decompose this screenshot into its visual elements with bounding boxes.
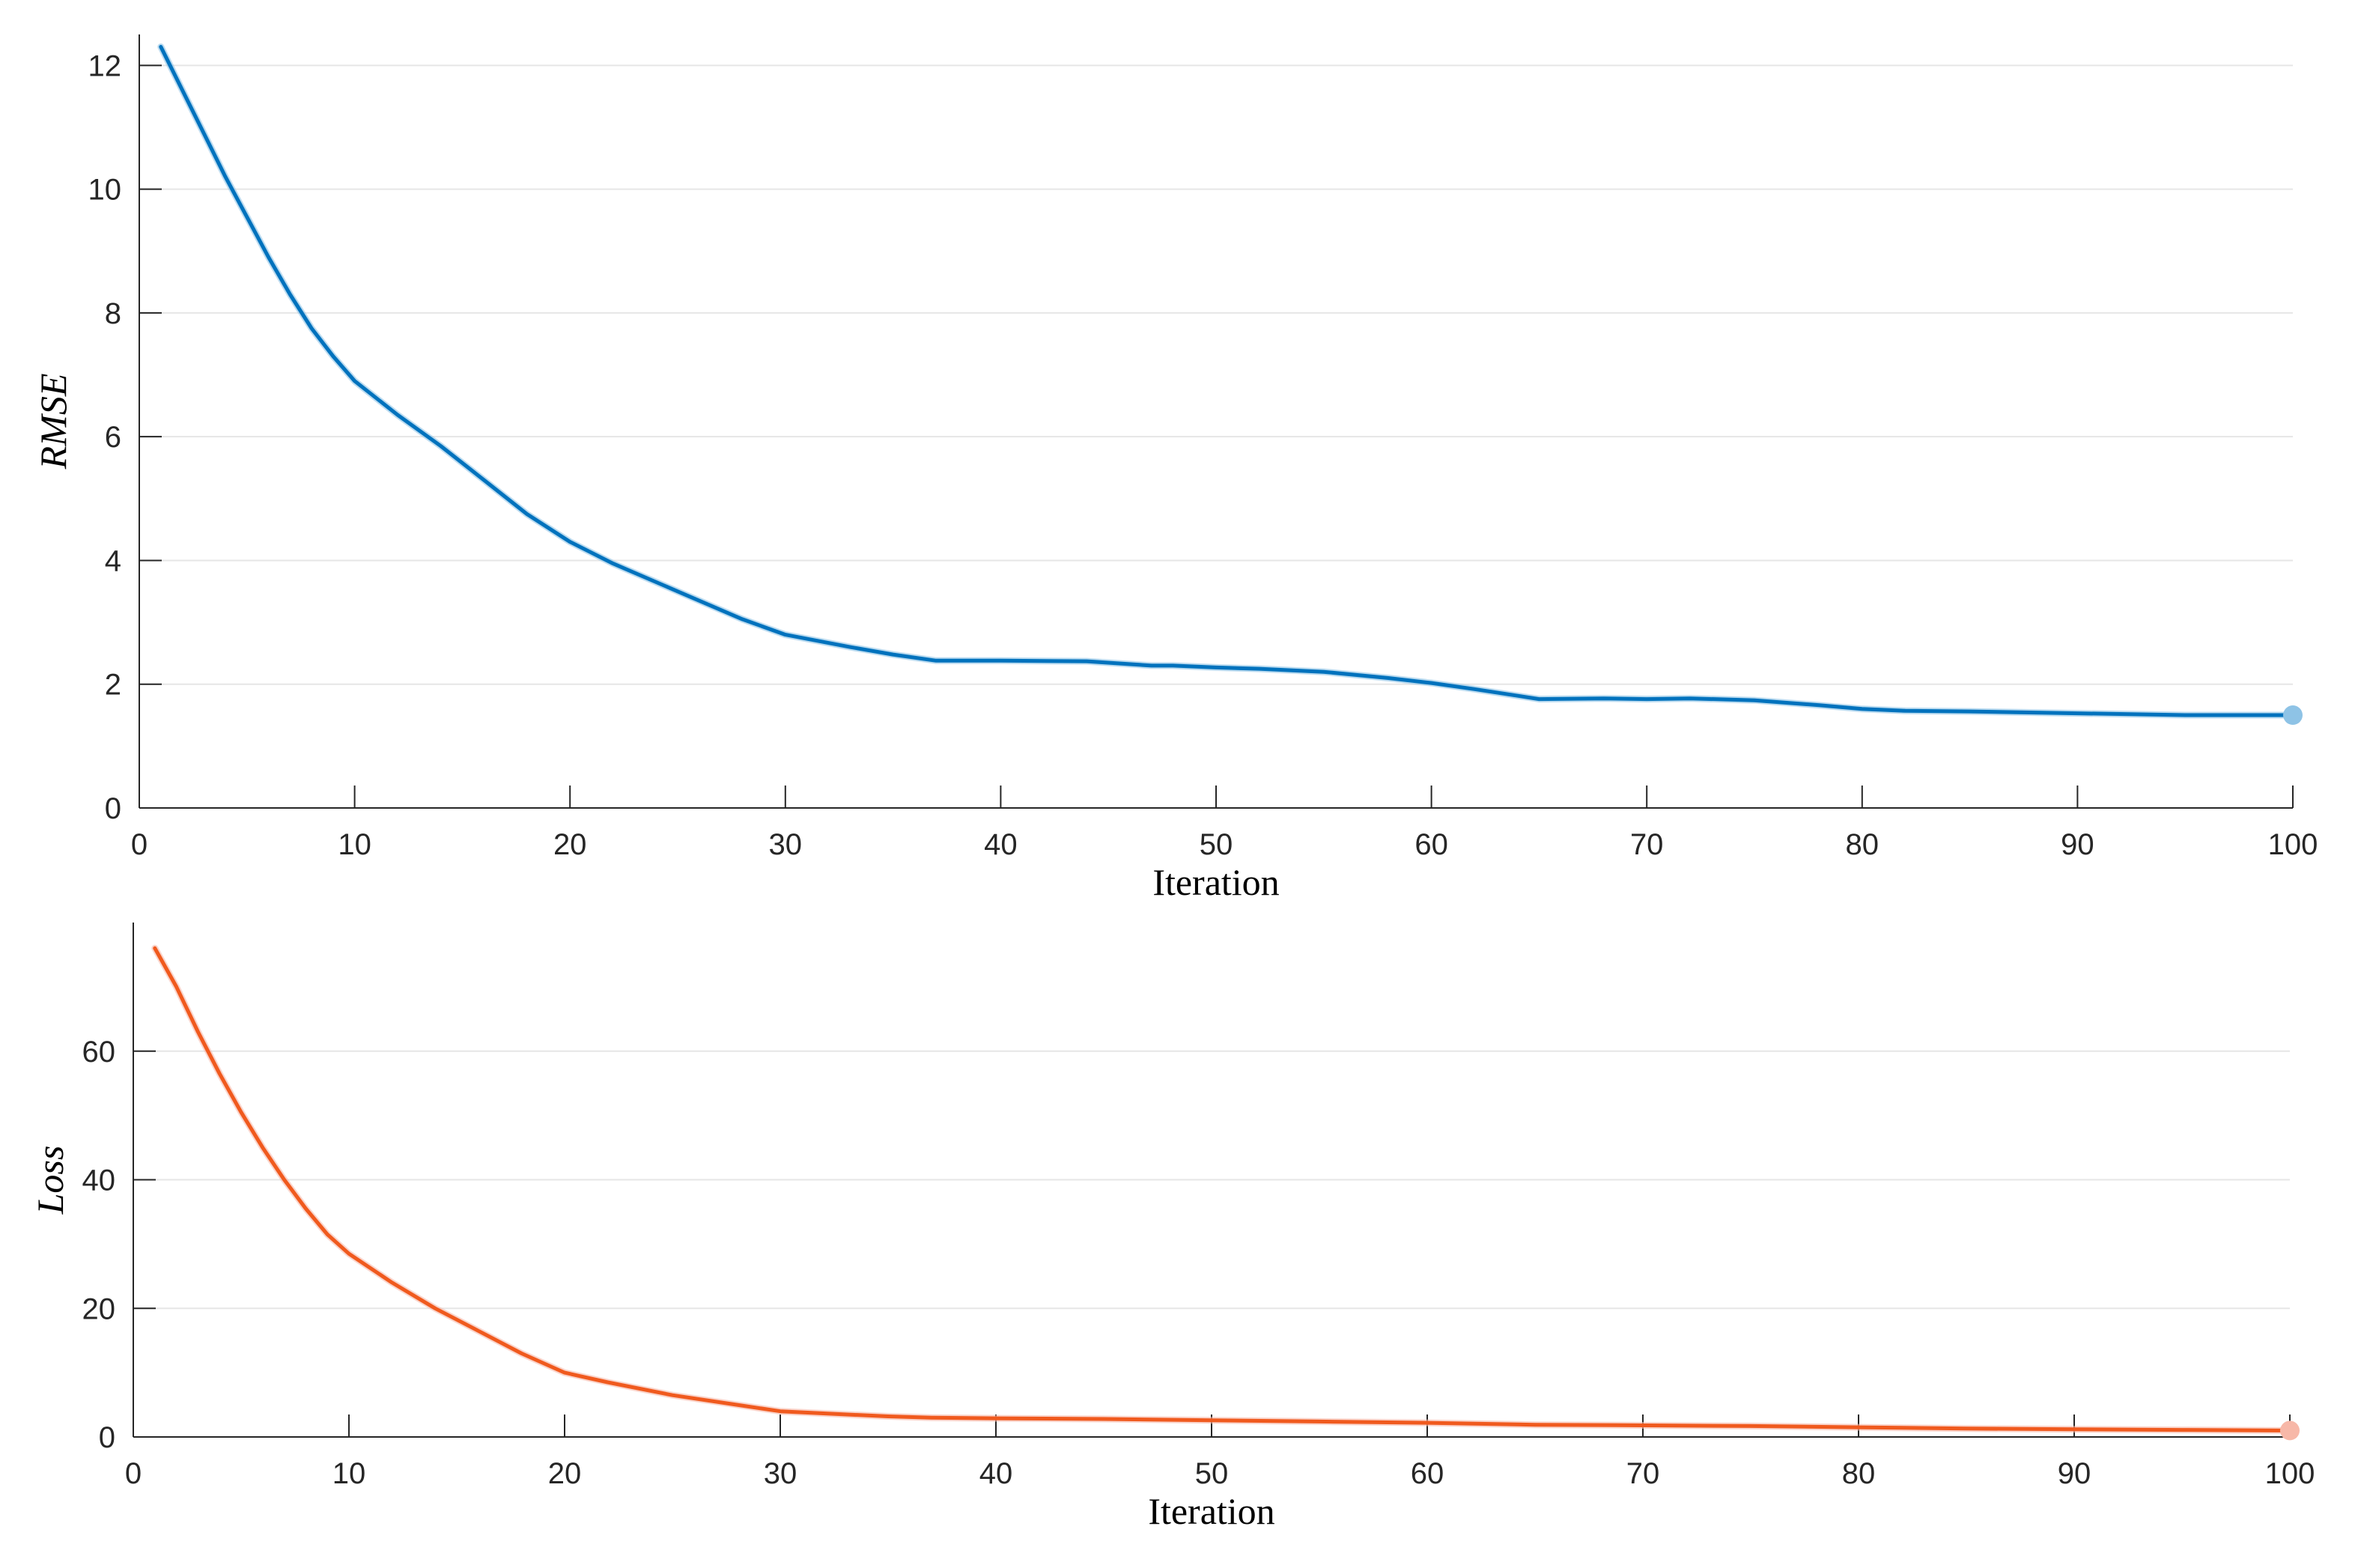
- series-line: [153, 946, 2292, 1432]
- y-axis-label: RMSE: [32, 374, 74, 470]
- rmse-chart: 0 10 20 30 40 50 60 70 80 90 100 0 2 4 6 8 10 12 Iteration…: [32, 34, 2318, 903]
- loss-chart: 0 10 20 30 40 50 60 70 80 90 100 0 20 40 60 Iteration Lo…: [29, 923, 2315, 1532]
- x-tick-label: 30: [764, 1457, 797, 1490]
- x-tick-label: 20: [548, 1457, 582, 1490]
- y-tick-label: 4: [105, 544, 121, 577]
- x-axis-label: Iteration: [1152, 861, 1279, 903]
- end-point-marker: [2283, 705, 2303, 726]
- x-tick-label: 40: [979, 1457, 1013, 1490]
- x-tick-label: 40: [984, 828, 1018, 861]
- x-tick-label: 100: [2268, 828, 2318, 861]
- y-tick-label: 12: [88, 49, 122, 82]
- y-tick-label: 6: [105, 421, 121, 454]
- x-tick-label: 30: [769, 828, 803, 861]
- x-tick-label: 90: [2058, 1457, 2091, 1490]
- x-tick-label: 70: [1626, 1457, 1660, 1490]
- x-tick-label: 20: [553, 828, 587, 861]
- x-tick-label: 0: [125, 1457, 142, 1490]
- y-tick-label: 0: [105, 792, 121, 825]
- y-tick-label: 10: [88, 174, 122, 207]
- x-axis-label: Iteration: [1148, 1490, 1274, 1532]
- x-tick-label: 80: [1842, 1457, 1876, 1490]
- y-tick-label: 8: [105, 297, 121, 330]
- x-tick-label: 10: [338, 828, 371, 861]
- x-tick-label: 60: [1411, 1457, 1444, 1490]
- x-tick-label: 90: [2061, 828, 2094, 861]
- series-line: [159, 45, 2295, 717]
- x-tick-label: 0: [131, 828, 148, 861]
- x-tick-label: 100: [2265, 1457, 2315, 1490]
- series-line-halo: [151, 944, 2294, 1434]
- y-tick-label: 2: [105, 669, 121, 702]
- y-tick-label: 20: [82, 1292, 116, 1325]
- y-tick-label: 0: [99, 1421, 115, 1454]
- y-axis-label: Loss: [29, 1146, 71, 1215]
- y-tick-label: 60: [82, 1036, 116, 1069]
- x-tick-label: 80: [1846, 828, 1880, 861]
- end-point-marker: [2280, 1420, 2300, 1441]
- x-tick-label: 50: [1195, 1457, 1229, 1490]
- x-tick-label: 50: [1200, 828, 1233, 861]
- y-tick-label: 40: [82, 1164, 116, 1197]
- series-line-halo: [157, 43, 2297, 719]
- x-tick-label: 70: [1630, 828, 1664, 861]
- x-tick-label: 60: [1414, 828, 1448, 861]
- x-tick-label: 10: [332, 1457, 366, 1490]
